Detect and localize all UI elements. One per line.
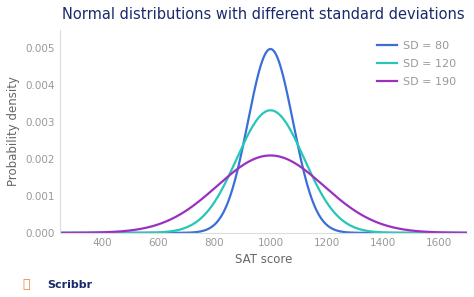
Title: Normal distributions with different standard deviations: Normal distributions with different stan… (62, 7, 465, 22)
X-axis label: SAT score: SAT score (235, 253, 292, 266)
Text: Ⓢ: Ⓢ (22, 278, 30, 291)
Text: Scribbr: Scribbr (47, 279, 92, 290)
Y-axis label: Probability density: Probability density (7, 76, 20, 187)
Legend: SD = 80, SD = 120, SD = 190: SD = 80, SD = 120, SD = 190 (372, 36, 462, 92)
